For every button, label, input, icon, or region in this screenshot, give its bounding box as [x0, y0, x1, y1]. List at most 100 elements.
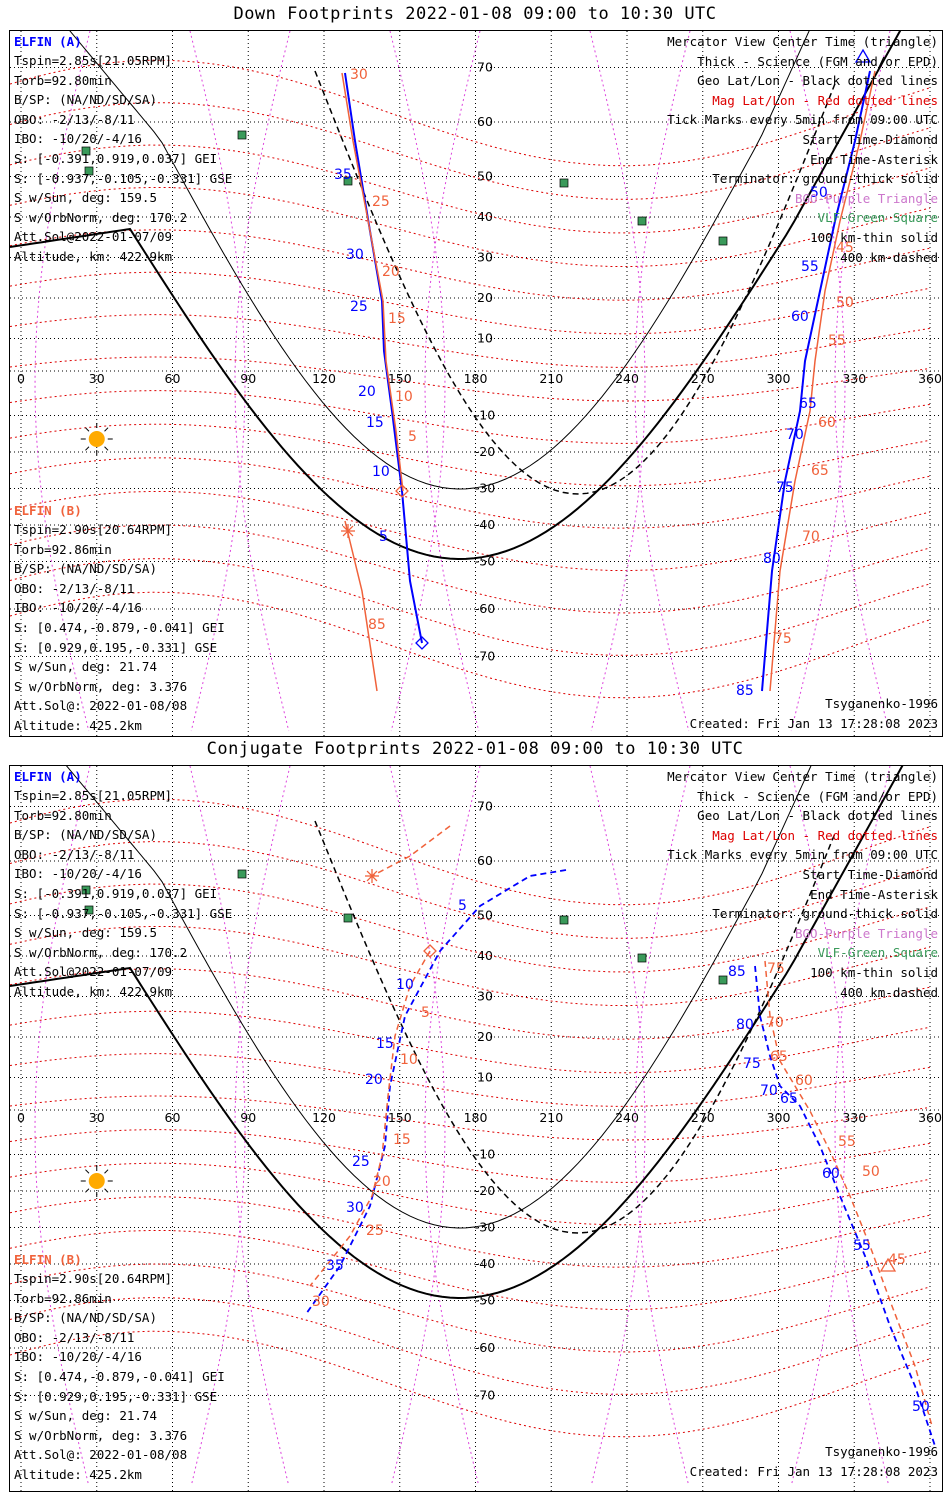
lon-label: 60 — [165, 1110, 181, 1125]
tick-label: 55 — [801, 259, 819, 275]
elfin-b-track — [309, 950, 431, 1287]
mag-lat-line — [10, 1010, 931, 1074]
tick-label: 30 — [312, 1294, 330, 1310]
lat-label: -20 — [475, 1183, 495, 1198]
tick-label: 15 — [376, 1036, 394, 1052]
terminator-400km — [314, 70, 836, 495]
elfin-b-line-4: IBO: -10/20/-4/16 — [14, 1349, 142, 1365]
elfin-a-line-3: OBO: -2/13/-8/11 — [14, 111, 135, 127]
created-label: Created: Fri Jan 13 17:28:08 2023 — [689, 1464, 938, 1479]
legend-item-9: VLF-Green Square — [817, 210, 938, 226]
lon-label: 150 — [388, 1110, 412, 1125]
lat-label: 10 — [477, 1070, 493, 1085]
elfin-a-line-9: Att.Sol@2022-01-07/09 — [14, 964, 173, 980]
vlf-station-icon — [84, 166, 94, 176]
vlf-station-icon — [343, 913, 353, 923]
mag-lat-line — [10, 798, 931, 906]
lon-label: 90 — [240, 371, 256, 386]
elfin-a-line-2: B/SP: (NA/ND/SD/SA) — [14, 827, 157, 843]
lon-label: 330 — [842, 1110, 866, 1125]
tick-label: 15 — [366, 415, 384, 431]
panel-title-conjugate: Conjugate Footprints 2022-01-08 09:00 to… — [206, 739, 744, 759]
elfin-a-track-east — [761, 70, 871, 692]
lon-label: 210 — [539, 1110, 563, 1125]
legend-item-2: Geo Lat/Lon - Black dotted lines — [697, 808, 938, 824]
lon-label: 360 — [918, 371, 942, 386]
lat-label: -30 — [475, 1220, 495, 1235]
mag-lon-line — [389, 31, 446, 732]
sun-icon — [88, 1173, 105, 1189]
start-diamond-icon — [395, 484, 409, 498]
elfin-b-line-9: Att.Sol@: 2022-01-08/08 — [14, 698, 188, 714]
lat-label: 30 — [477, 250, 493, 265]
tick-label: 70 — [786, 427, 804, 443]
elfin-b-line-2: B/SP: (NA/ND/SD/SA) — [14, 1310, 157, 1326]
tick-label: 60 — [795, 1073, 813, 1089]
tick-label: 75 — [774, 631, 792, 647]
lon-label: 270 — [691, 371, 715, 386]
legend-item-3: Mag Lat/Lon - Red dotted lines — [712, 92, 938, 108]
lon-label: 0 — [17, 1110, 25, 1125]
lon-label: 30 — [89, 371, 105, 386]
start-diamond-icon — [423, 944, 437, 958]
lon-label: 60 — [165, 371, 181, 386]
tick-label: 50 — [862, 1164, 880, 1180]
mag-lon-line — [389, 766, 446, 1487]
created-label: Created: Fri Jan 13 17:28:08 2023 — [689, 716, 938, 731]
sun-ray — [85, 446, 90, 451]
tick-label: 60 — [818, 415, 836, 431]
elfin-a-line-4: IBO: -10/20/-4/16 — [14, 866, 142, 882]
elfin-a-line-4: IBO: -10/20/-4/16 — [14, 131, 142, 147]
lon-label: 210 — [539, 371, 563, 386]
lon-label: 330 — [842, 371, 866, 386]
end-asterisk-icon — [342, 525, 354, 537]
tick-label: 15 — [393, 1132, 411, 1148]
mag-lat-line — [10, 1129, 931, 1183]
tick-label: 80 — [736, 1017, 754, 1033]
elfin-a-line-7: S w/Sun, deg: 159.5 — [14, 925, 157, 941]
map-conjugate-svg: 0 30 60 90 120 150 180 210 240 270 300 330 360 70 60 50… — [10, 766, 942, 1491]
tick-label: 50 — [836, 295, 854, 311]
legend-item-9: VLF-Green Square — [817, 945, 938, 961]
legend-item-2: Geo Lat/Lon - Black dotted lines — [697, 73, 938, 89]
tick-label: 10 — [395, 389, 413, 405]
terminator-400km — [314, 820, 836, 1234]
vlf-station-icon — [559, 178, 569, 188]
elfin-a-line-10: Altitude, km: 422.9km — [14, 983, 173, 999]
sun-ray — [85, 1169, 90, 1174]
lat-label: 40 — [477, 209, 493, 224]
lat-label: -60 — [475, 601, 495, 616]
elfin-a-line-1: Torb=92.80min — [14, 72, 112, 88]
mag-lat-line — [10, 1162, 931, 1226]
elfin-a-line-7: S w/Sun, deg: 159.5 — [14, 190, 157, 206]
elfin-b-track — [341, 72, 404, 492]
lon-label: 120 — [312, 371, 336, 386]
elfin-a-line-0: Tspin=2.85s[21.05RPM] — [14, 53, 173, 68]
elfin-b-info: Tspin=2.90s[20.64RPM] Torb=92.86min B/SP: … — [14, 520, 225, 736]
elfin-a-info: Tspin=2.85s[21.05RPM] Torb=92.80min B/SP: … — [14, 51, 232, 267]
elfin-b-line-3: OBO: -2/13/-8/11 — [14, 580, 135, 596]
lat-label: 50 — [477, 169, 493, 184]
tick-label: 55 — [828, 333, 846, 349]
lon-label: 120 — [312, 1110, 336, 1125]
end-asterisk-icon — [366, 870, 378, 882]
elfin-a-header: ELFIN (A) — [14, 34, 82, 49]
legend-item-4: Tick Marks every 5min from 09:00 UTC — [667, 847, 938, 863]
legend-item-8: BGO-Purple Triangle — [795, 190, 938, 206]
elfin-a-header: ELFIN (A) — [14, 769, 82, 784]
tick-label: 15 — [388, 311, 406, 327]
lat-label: -40 — [475, 1256, 495, 1271]
tick-label: 35 — [326, 1258, 344, 1274]
lat-label: 20 — [477, 1029, 493, 1044]
mag-lat-line — [10, 356, 931, 402]
model-label: Tsyganenko-1996 — [825, 1444, 938, 1459]
tick-label: 45 — [836, 240, 854, 256]
legend-item-0: Mercator View Center Time (triangle) — [667, 34, 938, 49]
tick-label: 85 — [728, 964, 746, 980]
lat-label: -70 — [475, 1388, 495, 1403]
tick-label: 10 — [372, 464, 390, 480]
lon-label: 180 — [464, 371, 488, 386]
lon-label: 270 — [691, 1110, 715, 1125]
mag-lon-line — [234, 31, 291, 732]
sun-ray — [104, 446, 109, 451]
